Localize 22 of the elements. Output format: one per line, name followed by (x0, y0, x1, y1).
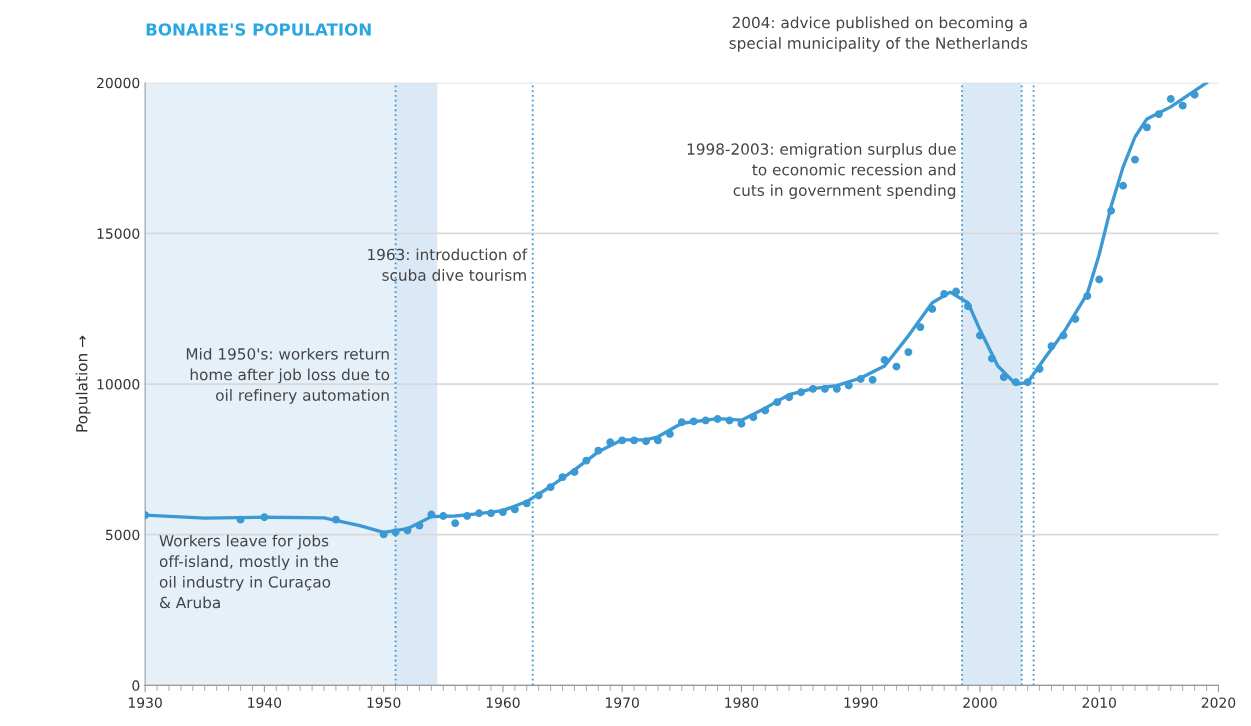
x-tick-label: 1990 (844, 697, 878, 708)
x-tick-label: 2020 (1201, 697, 1236, 708)
x-tick-label: 2010 (1082, 697, 1116, 708)
y-tick-label: 5000 (105, 529, 140, 541)
y-tick-label: 0 (132, 680, 140, 691)
x-tick-label: 1930 (128, 697, 162, 708)
x-tick-label: 1950 (367, 697, 401, 708)
x-tick-label: 2000 (963, 697, 997, 708)
band-label: Workers leave for jobs off-island, mostly in the oil industry in Curaçao & Aruba (159, 534, 339, 609)
x-tick-label: 1940 (248, 697, 282, 708)
x-tick-label: 1980 (725, 697, 759, 708)
chart-title: BONAIRE'S POPULATION (146, 23, 371, 36)
x-tick-label: 1960 (486, 697, 520, 708)
y-tick-label: 10000 (97, 379, 140, 390)
band-label: 1998-2003: emigration surplus due to economic recession and cuts in government spending (687, 143, 956, 199)
y-axis-title: Population → (75, 335, 91, 432)
y-tick-label: 15000 (97, 228, 140, 239)
ref-line-label: Mid 1950's: workers return home after job loss due to oil refinery automation (186, 347, 390, 404)
ref-line-label: 1963: introduction of scuba dive tourism (368, 248, 528, 281)
ref-line-label: 2004: advice published on becoming a special municipality of the Netherlands (729, 16, 1028, 52)
x-tick-label: 1970 (606, 697, 639, 708)
y-tick-label: 20000 (97, 77, 140, 89)
